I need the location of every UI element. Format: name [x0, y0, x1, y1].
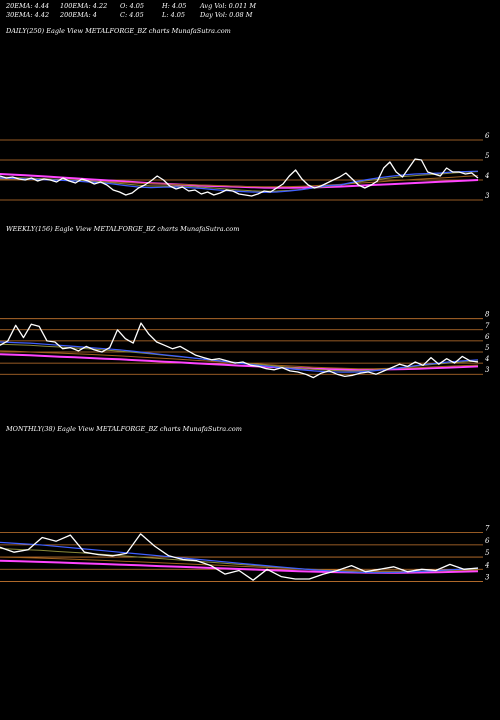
daily-ema20-line — [0, 170, 479, 193]
daily-ema200-line — [0, 173, 479, 189]
header-avgvol: Avg Vol: 0.011 M — [200, 2, 257, 10]
monthly-price-line — [0, 533, 479, 581]
monthly-tick-label: 5 — [485, 549, 490, 557]
weekly-chart-title: WEEKLY(156) Eagle View METALFORGE_BZ cha… — [6, 225, 240, 233]
header-ema30: 30EMA: 4.42 — [6, 11, 50, 19]
monthly-ema100-line — [0, 556, 479, 572]
monthly-ema20-line — [0, 541, 479, 574]
monthly-tick-label: 4 — [484, 561, 489, 569]
weekly-tick-label: 8 — [485, 311, 490, 319]
header-ema20: 20EMA: 4.44 — [6, 2, 50, 10]
header-low: L: 4.05 — [162, 11, 186, 19]
weekly-tick-label: 3 — [485, 366, 490, 374]
daily-tick-label: 3 — [485, 192, 490, 200]
weekly-tick-label: 7 — [485, 322, 490, 330]
daily-tick-label: 4 — [484, 172, 489, 180]
weekly-tick-label: 6 — [485, 333, 490, 341]
header-ema100: 100EMA: 4.22 — [60, 2, 108, 10]
monthly-tick-label: 7 — [485, 525, 490, 533]
weekly-price-line — [0, 322, 479, 379]
weekly-tick-label: 5 — [485, 344, 490, 352]
header-ema200: 200EMA: 4 — [60, 11, 97, 19]
weekly-tick-label: 4 — [484, 355, 489, 363]
daily-chart-title: DAILY(250) Eagle View METALFORGE_BZ char… — [6, 27, 231, 35]
header-dayvol: Day Vol: 0.08 M — [200, 11, 253, 19]
monthly-tick-label: 3 — [485, 573, 490, 581]
header-close: C: 4.05 — [120, 11, 144, 19]
weekly-ema200-line — [0, 353, 479, 371]
daily-tick-label: 6 — [485, 132, 490, 140]
monthly-tick-label: 6 — [485, 537, 490, 545]
daily-tick-label: 5 — [485, 152, 490, 160]
daily-price-line — [0, 158, 479, 197]
header-open: O: 4.05 — [120, 2, 145, 10]
header-high: H: 4.05 — [162, 2, 187, 10]
monthly-chart-title: MONTHLY(38) Eagle View METALFORGE_BZ cha… — [6, 425, 242, 433]
